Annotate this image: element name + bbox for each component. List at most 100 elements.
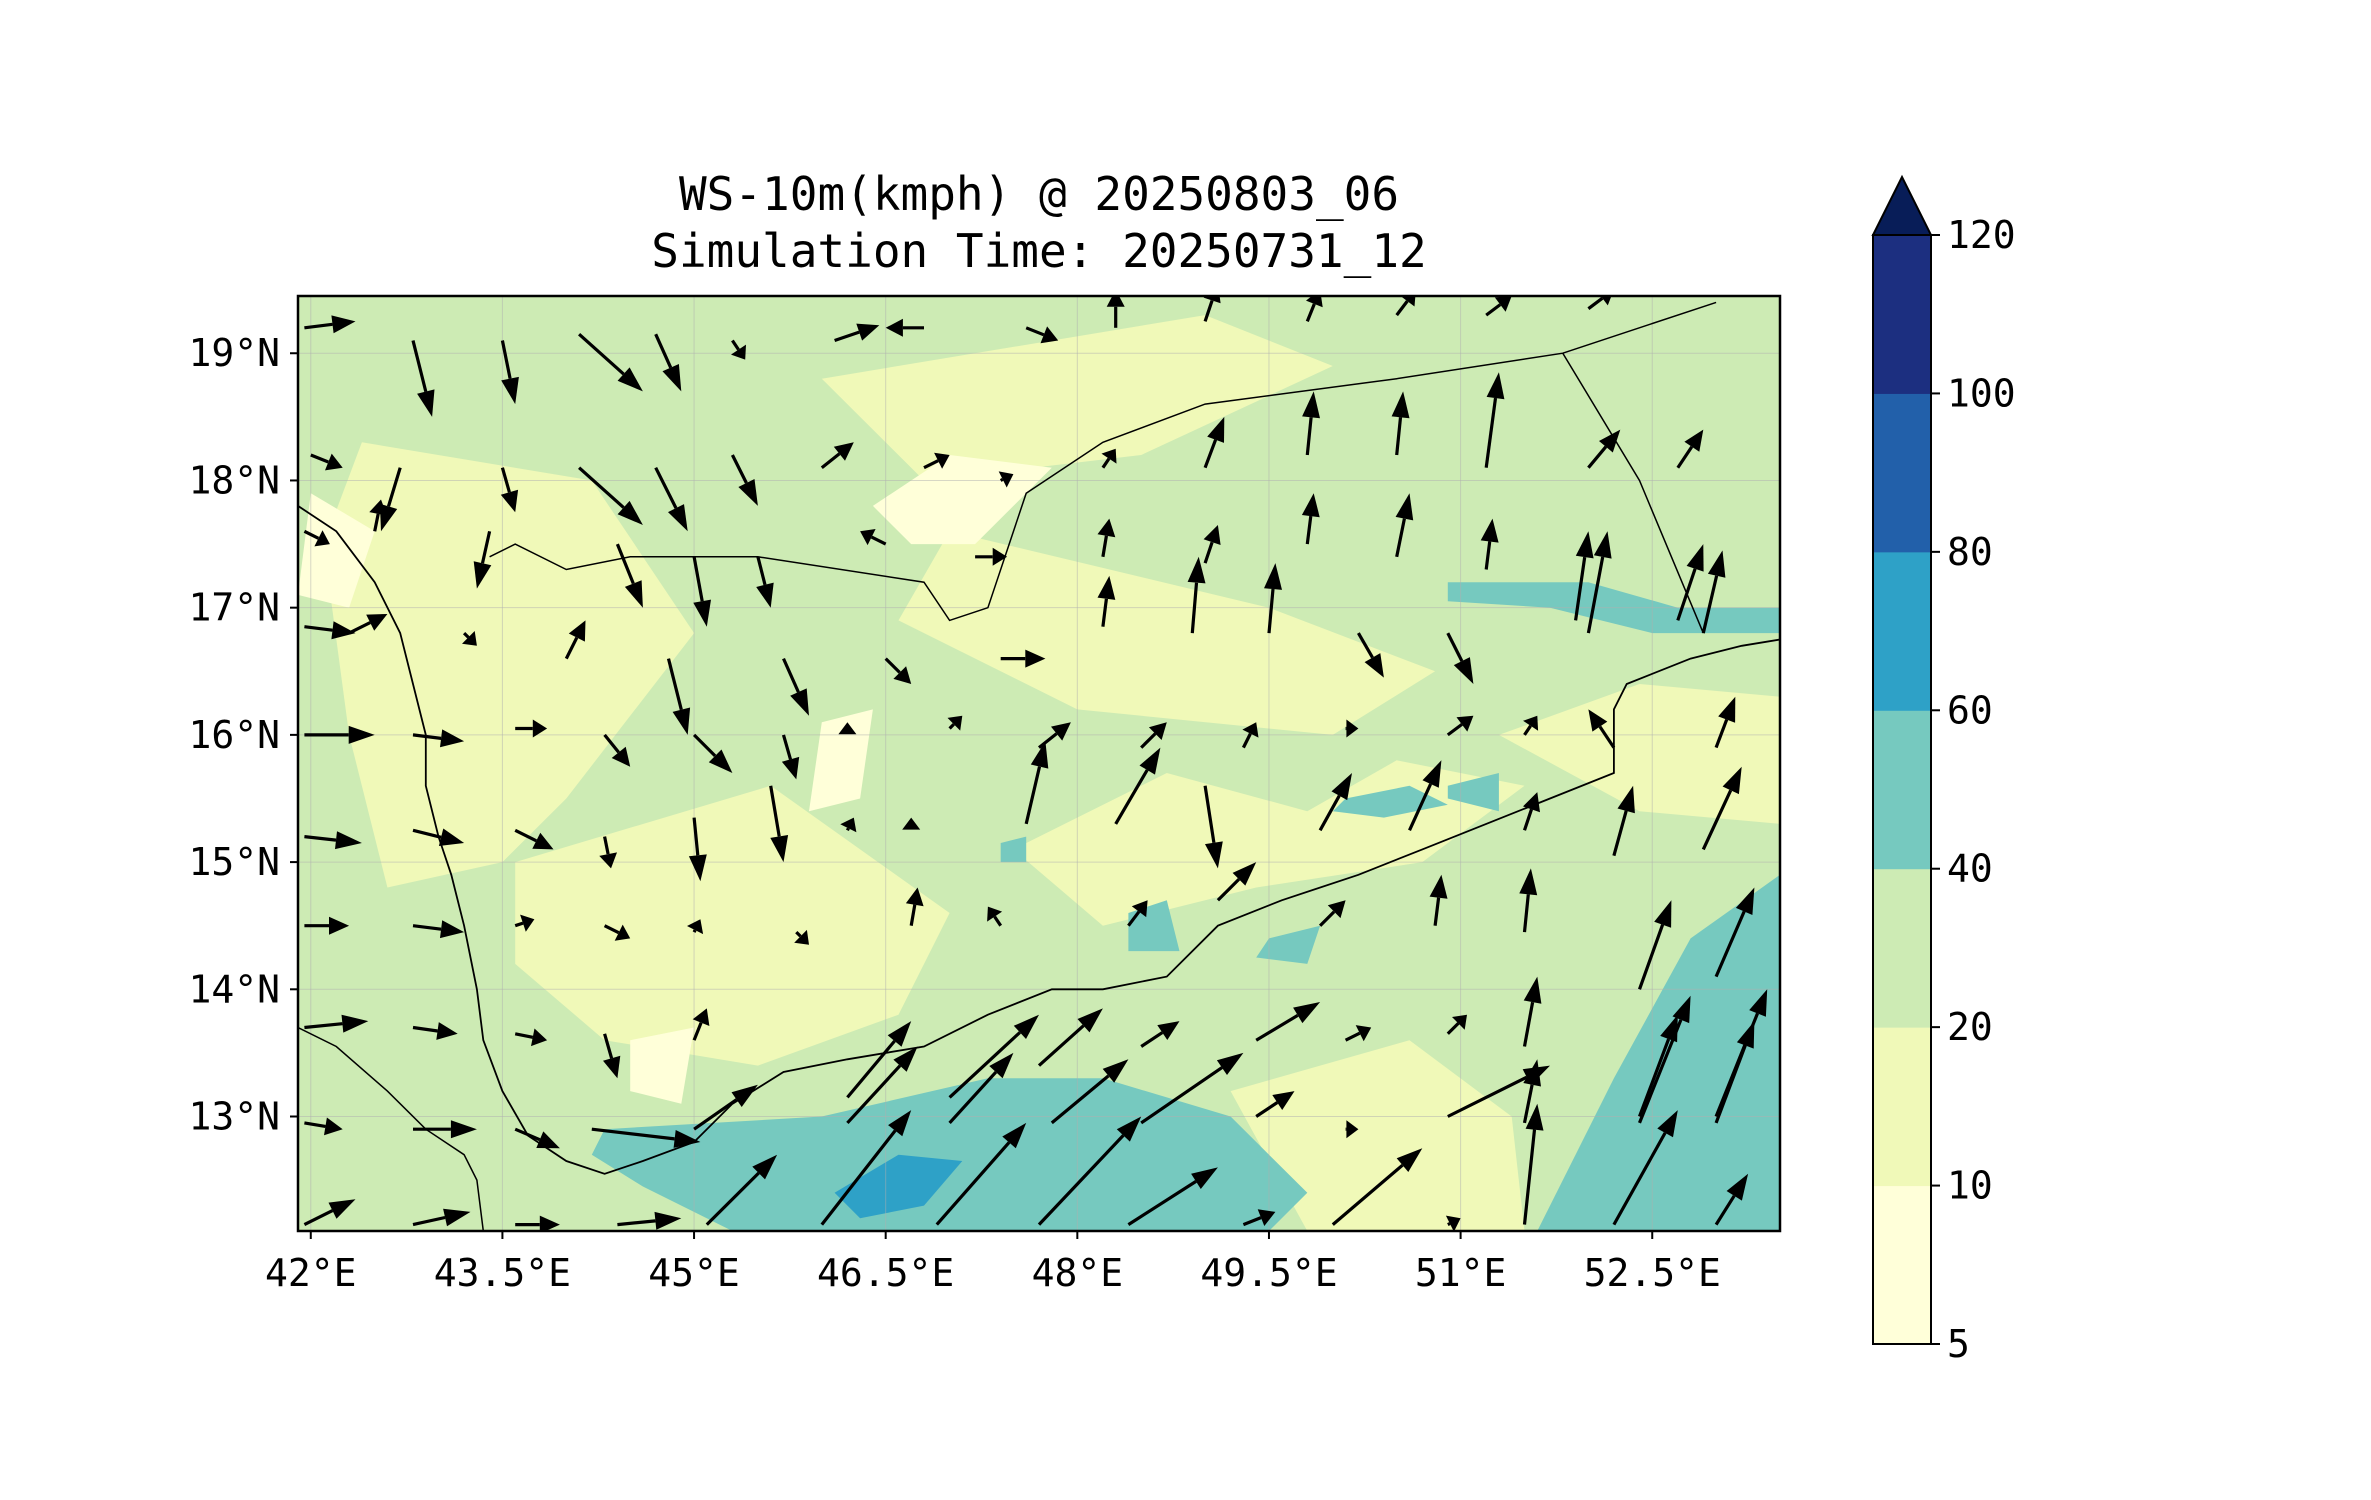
wind-vector-91 <box>1612 785 1635 857</box>
wind-vector-99 <box>905 887 924 926</box>
wind-vector-80 <box>599 836 617 869</box>
wind-vector-4 <box>654 333 682 392</box>
wind-vector-89 <box>1408 760 1442 831</box>
wind-vector-35 <box>692 556 711 627</box>
lat-tick-label-3: 16°N <box>188 713 280 757</box>
wind-vector-126 <box>591 1127 701 1148</box>
wind-vector-103 <box>1318 900 1346 927</box>
wind-vector-55 <box>1187 556 1206 634</box>
wind-vector-112 <box>692 1008 710 1041</box>
lat-tick-label-2: 15°N <box>188 840 280 884</box>
wind-vector-0 <box>304 315 356 334</box>
wind-vector-65 <box>692 733 733 773</box>
longitude-axis: 42°E 43.5°E 45°E 46.5°E 48°E 49.5°E 51°E 52.5°E <box>265 1231 1721 1295</box>
wind-vector-42 <box>1395 493 1414 558</box>
wind-vector-70 <box>1140 722 1167 749</box>
wind-vector-144 <box>935 1122 1027 1226</box>
wind-vector-74 <box>1523 715 1539 736</box>
wind-vector-53 <box>1000 649 1046 668</box>
colorbar-band-5 <box>1873 393 1931 553</box>
wind-vector-135 <box>1522 1059 1541 1124</box>
latitude-axis: 13°N 14°N 15°N 16°N 17°N 18°N 19°N <box>188 331 298 1139</box>
colorbar-label-0: 5 <box>1947 1322 1970 1366</box>
wind-vector-50 <box>666 658 691 735</box>
wind-vector-48 <box>462 631 477 646</box>
wind-vector-107 <box>1714 887 1755 978</box>
wind-vector-109 <box>412 1022 458 1040</box>
wind-vector-94 <box>412 920 465 939</box>
wind-vector-93 <box>304 916 350 935</box>
wind-vector-75 <box>1588 709 1616 749</box>
wind-vector-11 <box>1305 296 1323 322</box>
map-panel <box>296 294 1782 1233</box>
wind-vector-77 <box>304 831 362 850</box>
wind-vector-34 <box>615 543 643 608</box>
wind-vector-151 <box>1612 1110 1678 1226</box>
wind-vector-152 <box>1714 1173 1749 1226</box>
lon-tick-label-1: 43.5°E <box>434 1251 571 1295</box>
wind-vector-25 <box>1203 416 1225 469</box>
wind-vector-124 <box>413 1120 477 1139</box>
wind-vector-61 <box>304 725 375 744</box>
wind-vector-146 <box>1127 1167 1218 1226</box>
colorbar-label-4: 60 <box>1947 688 1993 732</box>
colorbar-label-1: 10 <box>1947 1164 1993 1208</box>
wind-vector-115 <box>1037 1008 1103 1067</box>
wind-vector-59 <box>1586 531 1612 634</box>
wind-vector-13 <box>1485 296 1512 317</box>
lon-tick-label-0: 42°E <box>265 1251 357 1295</box>
wind-vector-84 <box>902 817 921 830</box>
colorbar-frame <box>1872 234 1932 1345</box>
wind-vector-133 <box>1345 1120 1359 1139</box>
wind-vector-76 <box>1714 696 1736 749</box>
wind-vector-78 <box>412 828 465 846</box>
wind-vector-7 <box>885 318 924 337</box>
wind-vector-141 <box>617 1211 682 1230</box>
wind-vector-118 <box>1344 1025 1372 1042</box>
wind-vector-148 <box>1331 1148 1423 1226</box>
contour-zone-5 <box>1230 1040 1525 1231</box>
wind-vector-139 <box>412 1208 471 1227</box>
border-line-1 <box>1562 352 1704 634</box>
colorbar-band-1 <box>1873 1027 1931 1187</box>
wind-vector-3 <box>578 333 643 392</box>
wind-vector-87 <box>1203 785 1223 869</box>
wind-vector-2 <box>500 340 519 405</box>
wind-vector-45 <box>1676 544 1704 621</box>
wind-vector-62 <box>412 729 465 748</box>
lon-tick-label-3: 46.5°E <box>817 1251 954 1295</box>
wind-vector-31 <box>303 529 330 547</box>
wind-vector-82 <box>769 785 789 863</box>
colorbar: 5 10 20 40 60 80 100 120 <box>1871 174 2016 1366</box>
wind-vector-57 <box>1357 632 1384 678</box>
colorbar-label-3: 40 <box>1947 847 1993 891</box>
wind-vector-105 <box>1519 868 1538 933</box>
wind-vector-127 <box>693 1084 758 1131</box>
lat-tick-label-5: 18°N <box>188 458 280 502</box>
wind-vector-26 <box>1302 391 1320 456</box>
wind-vector-73 <box>1446 715 1474 737</box>
contour-zone-16 <box>1256 925 1321 964</box>
wind-vector-128 <box>846 1046 918 1124</box>
colorbar-label-6: 100 <box>1947 371 2016 415</box>
wind-vector-10 <box>1203 296 1221 322</box>
wind-vector-19 <box>654 466 688 532</box>
wind-vector-142 <box>705 1154 778 1226</box>
wind-vector-85 <box>1024 741 1049 825</box>
wind-vector-131 <box>1140 1052 1244 1125</box>
wind-vector-40 <box>1203 525 1221 564</box>
lat-tick-label-4: 17°N <box>188 586 280 630</box>
wind-vector-38 <box>975 547 1008 566</box>
wind-vector-108 <box>304 1014 369 1033</box>
wind-vector-9 <box>1106 296 1125 328</box>
wind-vector-132 <box>1255 1091 1295 1118</box>
lon-tick-label-7: 52.5°E <box>1584 1251 1721 1295</box>
wind-vector-97 <box>687 919 704 935</box>
wind-vector-72 <box>1345 719 1359 738</box>
contour-zone-19 <box>834 1154 963 1219</box>
coastline <box>298 505 1780 1175</box>
wind-vector-92 <box>1701 766 1742 851</box>
contour-zone-10 <box>298 493 375 608</box>
wind-vector-96 <box>603 924 631 941</box>
wind-vector-66 <box>781 734 800 780</box>
